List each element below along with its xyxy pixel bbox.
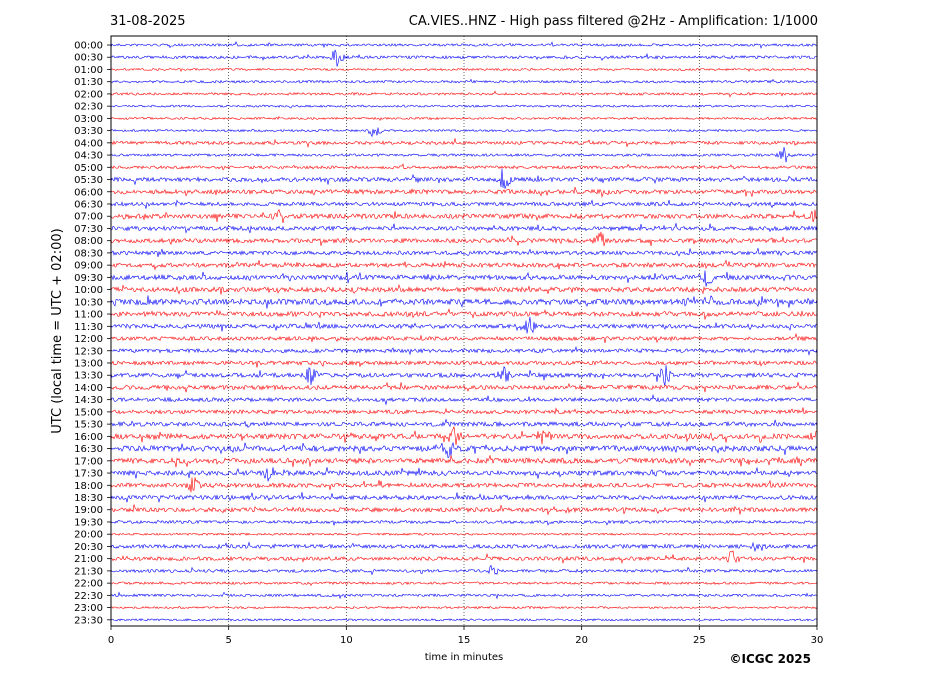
- y-tick-label: 00:30: [74, 53, 103, 64]
- y-tick-label: 06:00: [74, 187, 103, 198]
- trace-line-1200: [110, 332, 818, 344]
- y-tick-label: 17:30: [74, 469, 103, 480]
- trace-line-1000: [110, 283, 817, 295]
- trace-line-1900: [111, 504, 818, 516]
- y-tick-label: 19:00: [74, 505, 103, 516]
- y-tick-label: 04:30: [74, 151, 103, 162]
- y-tick-label: 02:30: [74, 102, 103, 113]
- y-tick-label: 09:30: [74, 273, 103, 284]
- y-tick-label: 22:00: [74, 579, 103, 590]
- chart-title: CA.VIES..HNZ - High pass filtered @2Hz -…: [409, 14, 818, 29]
- y-tick-label: 11:30: [74, 322, 103, 333]
- trace-line-0330: [110, 127, 818, 138]
- x-tick-label: 5: [225, 635, 231, 646]
- y-tick-label: 18:00: [74, 481, 103, 492]
- x-tick-label: 0: [108, 635, 114, 646]
- y-tick-label: 20:30: [74, 542, 103, 553]
- y-tick-label: 23:00: [74, 603, 103, 614]
- y-tick-label: 10:30: [74, 297, 103, 308]
- y-tick-label: 03:00: [74, 114, 103, 125]
- trace-line-0400: [110, 137, 818, 148]
- y-tick-label: 13:30: [74, 371, 103, 382]
- trace-line-0430: [110, 146, 818, 163]
- y-tick-label: 05:30: [74, 175, 103, 186]
- y-tick-label: 05:00: [74, 163, 103, 174]
- trace-line-0100: [110, 67, 818, 72]
- y-tick-label: 01:30: [74, 77, 103, 88]
- trace-line-1800: [110, 477, 818, 493]
- y-tick-label: 09:00: [74, 261, 103, 272]
- x-tick-label: 10: [340, 635, 353, 646]
- y-tick-label: 15:00: [74, 407, 103, 418]
- trace-line-0930: [110, 270, 818, 287]
- trace-line-0030: [110, 49, 818, 67]
- y-tick-label: 04:00: [74, 138, 103, 149]
- y-tick-label: 14:00: [74, 383, 103, 394]
- trace-line-1830: [110, 492, 818, 503]
- y-tick-label: 16:30: [74, 444, 103, 455]
- trace-line-0830: [110, 248, 818, 257]
- y-tick-label: 22:30: [74, 591, 103, 602]
- y-tick-label: 13:00: [74, 358, 103, 369]
- y-tick-label: 20:00: [74, 530, 103, 541]
- y-tick-label: 07:00: [74, 212, 103, 223]
- y-tick-label: 11:00: [74, 310, 103, 321]
- y-tick-label: 10:00: [74, 285, 103, 296]
- y-tick-label: 12:00: [74, 334, 103, 345]
- trace-line-1230: [110, 346, 818, 356]
- trace-line-1300: [110, 360, 818, 368]
- x-tick-label: 20: [575, 635, 588, 646]
- x-axis-label: time in minutes: [425, 652, 504, 663]
- y-tick-label: 17:00: [74, 456, 103, 467]
- y-tick-label: 02:00: [74, 89, 103, 100]
- y-tick-label: 18:30: [74, 493, 103, 504]
- x-axis-ticks: 0 5 10 15 20 25 30: [108, 626, 824, 646]
- y-tick-label: 08:30: [74, 248, 103, 259]
- y-tick-label: 21:30: [74, 566, 103, 577]
- x-tick-label: 15: [458, 635, 471, 646]
- y-tick-label: 15:30: [74, 420, 103, 431]
- copyright-text: ©ICGC 2025: [729, 652, 811, 666]
- y-axis-label: UTC (local time = UTC + 02:00): [50, 228, 65, 433]
- y-tick-label: 16:00: [74, 432, 103, 443]
- trace-line-0300: [110, 115, 818, 121]
- y-tick-label: 14:30: [74, 395, 103, 406]
- chart-date: 31-08-2025: [110, 14, 186, 29]
- y-tick-label: 03:30: [74, 126, 103, 137]
- trace-line-2330: [110, 618, 818, 622]
- traces-group: [110, 41, 818, 622]
- x-tick-label: 30: [811, 635, 824, 646]
- x-tick-label: 25: [693, 635, 706, 646]
- y-tick-label: 12:30: [74, 346, 103, 357]
- grid-lines: [228, 36, 700, 626]
- y-tick-label: 00:00: [74, 41, 103, 52]
- y-tick-label: 23:30: [74, 615, 103, 626]
- y-tick-label: 01:00: [74, 65, 103, 76]
- y-tick-label: 21:00: [74, 554, 103, 565]
- y-tick-label: 07:30: [74, 224, 103, 235]
- y-tick-label: 19:30: [74, 517, 103, 528]
- y-tick-label: 08:00: [74, 236, 103, 247]
- y-tick-label: 06:30: [74, 199, 103, 210]
